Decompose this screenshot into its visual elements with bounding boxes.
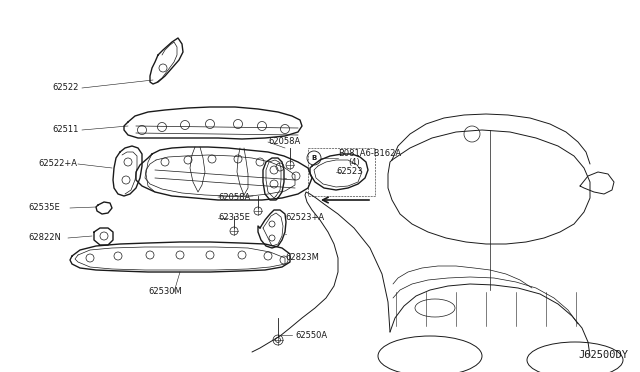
- Text: (4): (4): [348, 158, 360, 167]
- Text: 62522+A: 62522+A: [38, 160, 77, 169]
- Text: 62523: 62523: [336, 167, 362, 176]
- Text: 62823M: 62823M: [285, 253, 319, 263]
- Text: 62058A: 62058A: [268, 138, 300, 147]
- Text: 62522: 62522: [52, 83, 78, 93]
- Text: 62530M: 62530M: [148, 288, 182, 296]
- Text: 62550A: 62550A: [295, 330, 327, 340]
- Text: 62822N: 62822N: [28, 234, 61, 243]
- Text: 62511: 62511: [52, 125, 78, 135]
- Text: 62058A: 62058A: [218, 192, 250, 202]
- Text: 62535E: 62535E: [28, 203, 60, 212]
- Text: 62523+A: 62523+A: [285, 214, 324, 222]
- Text: B: B: [312, 155, 317, 161]
- Text: 62335E: 62335E: [218, 214, 250, 222]
- Text: J62500DY: J62500DY: [578, 350, 628, 360]
- Text: B081A6-B162A: B081A6-B162A: [338, 148, 401, 157]
